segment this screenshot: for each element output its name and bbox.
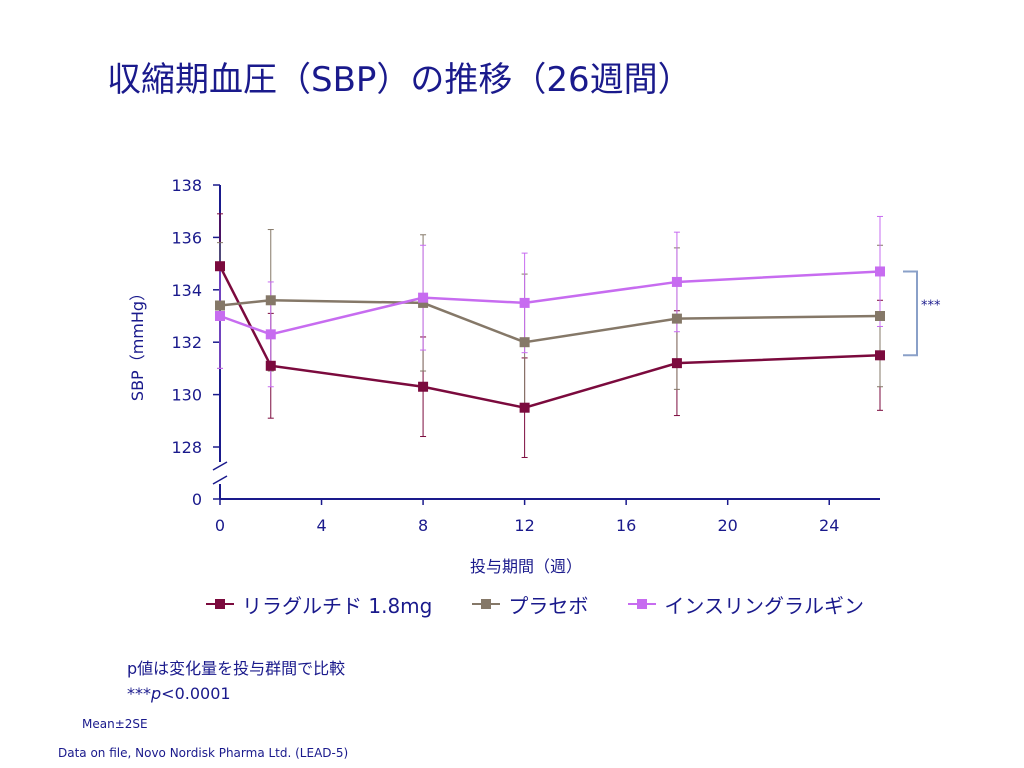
y-axis-title: SBP（mmHg）	[128, 285, 147, 401]
p-value-threshold: <0.0001	[161, 684, 231, 703]
data-point	[215, 300, 225, 311]
x-axis-title: 投与期間（週）	[470, 557, 582, 576]
y-axis-break-mark	[212, 475, 228, 485]
error-bar-note: Mean±2SE	[82, 717, 148, 731]
data-point	[875, 350, 885, 361]
y-tick-label: 128	[171, 438, 202, 457]
x-tick-label: 0	[215, 516, 225, 535]
x-tick-label: 8	[418, 516, 428, 535]
data-point	[875, 266, 885, 277]
p-value-note-line1: p値は変化量を投与群間で比較	[127, 659, 346, 678]
legend-label-glargine: インスリングラルギン	[664, 593, 864, 618]
data-point	[265, 329, 276, 340]
p-value-note: p値は変化量を投与群間で比較 ***p<0.0001	[127, 656, 345, 706]
p-value-symbol: p	[151, 684, 162, 703]
y-tick-label: 130	[171, 386, 202, 405]
p-value-note-line2: ***p<0.0001	[127, 681, 345, 706]
legend-item-glargine: インスリングラルギン	[628, 590, 864, 619]
series-line-0	[218, 265, 881, 409]
data-point	[418, 381, 429, 392]
data-source: Data on file, Novo Nordisk Pharma Ltd. (…	[58, 746, 349, 760]
data-point	[215, 261, 225, 272]
y-tick-label: 136	[171, 228, 202, 247]
legend-label-placebo: プラセボ	[508, 593, 589, 618]
data-point	[671, 276, 682, 287]
chart-legend: リラグルチド 1.8mg プラセボ インスリングラルギン	[206, 590, 896, 618]
data-point	[875, 311, 885, 321]
x-tick-label: 20	[718, 516, 738, 535]
y-tick-label: 138	[171, 176, 202, 195]
series-line-1	[219, 299, 881, 344]
x-tick-label: 16	[616, 516, 636, 535]
legend-item-placebo: プラセボ	[472, 590, 588, 619]
x-tick-label: 4	[316, 516, 326, 535]
data-point	[519, 337, 530, 348]
legend-label-liraglutide: リラグルチド 1.8mg	[242, 593, 433, 618]
p-value-stars: ***	[127, 684, 151, 703]
series-line-2	[219, 270, 881, 336]
x-tick-label: 24	[819, 516, 839, 535]
sbp-line-chart: 128 130 132 134 136 138 00 4 8 12 16 20 24 投与期間（週） SBP…	[128, 176, 941, 576]
page-title: 収縮期血圧（SBP）の推移（26週間）	[107, 60, 692, 100]
y-axis-break-mark	[212, 461, 228, 471]
data-point	[671, 358, 682, 369]
legend-swatch-liraglutide	[206, 597, 234, 611]
data-point	[519, 297, 530, 308]
y-tick-label: 132	[171, 333, 202, 352]
y-tick-label: 0	[192, 490, 202, 509]
legend-swatch-placebo	[472, 597, 501, 611]
data-point	[265, 360, 276, 371]
data-point	[418, 297, 429, 308]
data-point	[265, 295, 276, 306]
x-tick-label: 12	[514, 516, 534, 535]
legend-item-liraglutide: リラグルチド 1.8mg	[206, 590, 432, 619]
legend-swatch-glargine	[628, 597, 657, 611]
significance-label: ***	[921, 298, 941, 313]
significance-bracket	[903, 270, 918, 357]
data-point	[671, 313, 682, 324]
y-tick-label: 134	[171, 281, 202, 300]
data-point	[418, 292, 429, 303]
data-point	[215, 311, 225, 321]
data-point	[519, 402, 530, 413]
